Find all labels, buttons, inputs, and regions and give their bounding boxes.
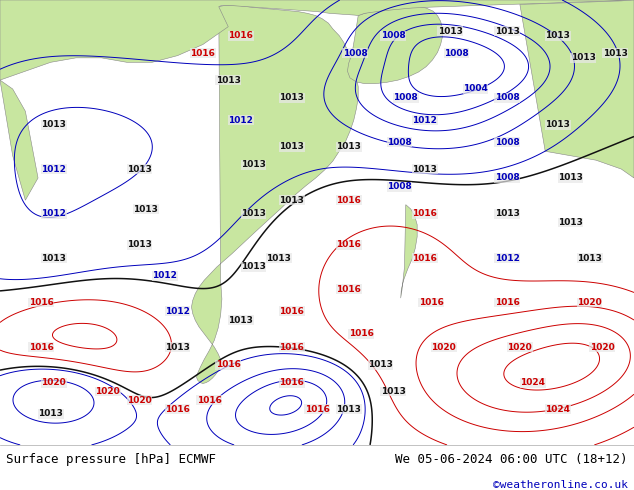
Text: 1012: 1012 bbox=[228, 116, 254, 124]
Text: 1016: 1016 bbox=[349, 329, 374, 338]
Text: We 05-06-2024 06:00 UTC (18+12): We 05-06-2024 06:00 UTC (18+12) bbox=[395, 453, 628, 466]
Text: 1013: 1013 bbox=[241, 209, 266, 218]
Text: 1013: 1013 bbox=[558, 173, 583, 182]
Text: 1013: 1013 bbox=[216, 75, 241, 85]
Text: 1016: 1016 bbox=[29, 298, 54, 307]
Text: 1016: 1016 bbox=[304, 405, 330, 414]
Text: 1024: 1024 bbox=[545, 405, 571, 414]
Text: ©weatheronline.co.uk: ©weatheronline.co.uk bbox=[493, 480, 628, 490]
Text: 1013: 1013 bbox=[545, 31, 571, 40]
Text: 1016: 1016 bbox=[336, 285, 361, 294]
Text: 1020: 1020 bbox=[507, 343, 533, 351]
Text: 1020: 1020 bbox=[577, 298, 602, 307]
Polygon shape bbox=[520, 0, 634, 178]
Text: 1016: 1016 bbox=[279, 378, 304, 387]
Text: 1013: 1013 bbox=[127, 165, 152, 173]
Text: 1004: 1004 bbox=[463, 84, 488, 94]
Text: 1013: 1013 bbox=[577, 253, 602, 263]
Polygon shape bbox=[0, 80, 38, 200]
Text: 1013: 1013 bbox=[279, 142, 304, 151]
Text: 1013: 1013 bbox=[545, 120, 571, 129]
Text: 1013: 1013 bbox=[602, 49, 628, 58]
Text: 1008: 1008 bbox=[495, 173, 520, 182]
Text: 1013: 1013 bbox=[495, 26, 520, 36]
Text: 1016: 1016 bbox=[279, 343, 304, 351]
Text: 1016: 1016 bbox=[412, 253, 437, 263]
Text: 1012: 1012 bbox=[165, 307, 190, 316]
Text: 1008: 1008 bbox=[387, 138, 412, 147]
Text: 1016: 1016 bbox=[29, 343, 54, 351]
Text: 1008: 1008 bbox=[495, 138, 520, 147]
Text: 1012: 1012 bbox=[41, 209, 67, 218]
Text: Surface pressure [hPa] ECMWF: Surface pressure [hPa] ECMWF bbox=[6, 453, 216, 466]
Text: 1013: 1013 bbox=[336, 405, 361, 414]
Text: 1013: 1013 bbox=[279, 196, 304, 205]
Text: 1012: 1012 bbox=[412, 116, 437, 124]
Text: 1016: 1016 bbox=[216, 360, 241, 369]
Text: 1024: 1024 bbox=[520, 378, 545, 387]
Text: 1020: 1020 bbox=[127, 396, 152, 405]
Polygon shape bbox=[191, 5, 358, 384]
Text: 1020: 1020 bbox=[95, 387, 120, 396]
Text: 1016: 1016 bbox=[279, 307, 304, 316]
Text: 1013: 1013 bbox=[380, 387, 406, 396]
Text: 1013: 1013 bbox=[336, 142, 361, 151]
Text: 1020: 1020 bbox=[590, 343, 615, 351]
Text: 1013: 1013 bbox=[228, 316, 254, 325]
Text: 1008: 1008 bbox=[393, 94, 418, 102]
Text: 1016: 1016 bbox=[336, 240, 361, 249]
Text: 1013: 1013 bbox=[38, 409, 63, 418]
Text: 1008: 1008 bbox=[380, 31, 406, 40]
Text: 1016: 1016 bbox=[190, 49, 216, 58]
Text: 1013: 1013 bbox=[133, 205, 158, 214]
Text: 1013: 1013 bbox=[495, 209, 520, 218]
Text: 1013: 1013 bbox=[165, 343, 190, 351]
Text: 1008: 1008 bbox=[495, 94, 520, 102]
Text: 1020: 1020 bbox=[431, 343, 456, 351]
Text: 1016: 1016 bbox=[495, 298, 520, 307]
Polygon shape bbox=[347, 6, 443, 84]
Polygon shape bbox=[401, 205, 417, 298]
Text: 1013: 1013 bbox=[279, 94, 304, 102]
Text: 1013: 1013 bbox=[368, 360, 393, 369]
Text: 1020: 1020 bbox=[41, 378, 67, 387]
Text: 1008: 1008 bbox=[387, 182, 412, 192]
Text: 1016: 1016 bbox=[165, 405, 190, 414]
Text: 1013: 1013 bbox=[127, 240, 152, 249]
Text: 1013: 1013 bbox=[241, 263, 266, 271]
Text: 1013: 1013 bbox=[41, 253, 67, 263]
Text: 1016: 1016 bbox=[228, 31, 254, 40]
Polygon shape bbox=[0, 0, 634, 80]
Text: 1013: 1013 bbox=[437, 26, 463, 36]
Text: 1012: 1012 bbox=[41, 165, 67, 173]
Text: 1016: 1016 bbox=[418, 298, 444, 307]
Text: 1016: 1016 bbox=[197, 396, 222, 405]
Text: 1012: 1012 bbox=[495, 253, 520, 263]
Text: 1013: 1013 bbox=[412, 165, 437, 173]
Text: 1016: 1016 bbox=[412, 209, 437, 218]
Text: 1013: 1013 bbox=[558, 218, 583, 227]
Text: 1013: 1013 bbox=[41, 120, 67, 129]
Text: 1012: 1012 bbox=[152, 271, 178, 280]
Text: 1016: 1016 bbox=[336, 196, 361, 205]
Text: 1013: 1013 bbox=[266, 253, 292, 263]
Text: 1008: 1008 bbox=[444, 49, 469, 58]
Text: 1013: 1013 bbox=[241, 160, 266, 169]
Text: 1013: 1013 bbox=[571, 53, 596, 62]
Text: 1008: 1008 bbox=[342, 49, 368, 58]
